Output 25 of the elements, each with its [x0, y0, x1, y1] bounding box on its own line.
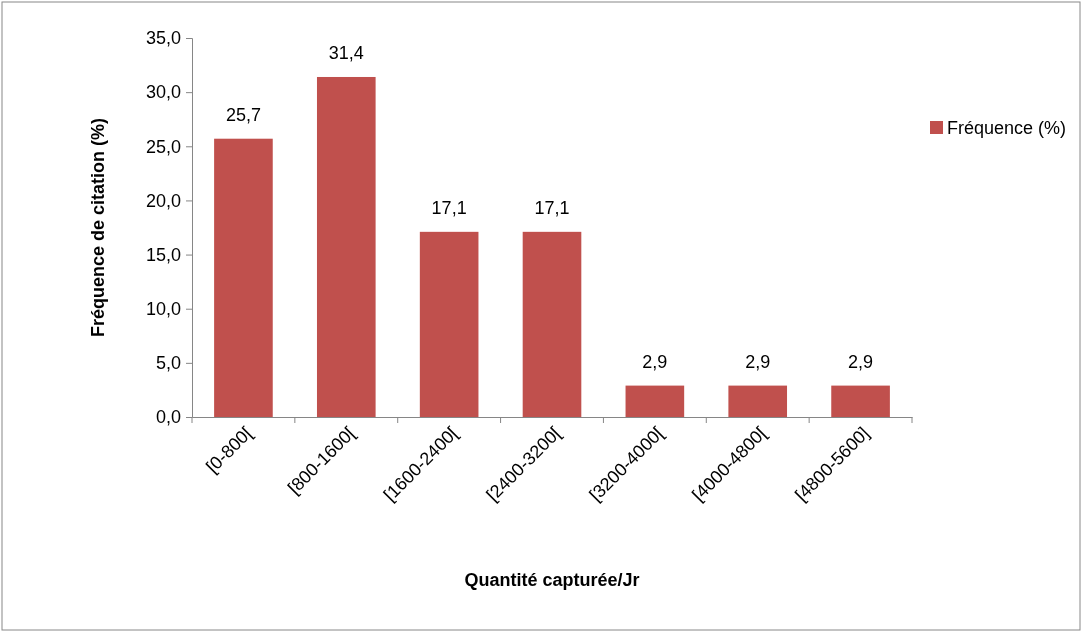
y-tick-label: 5,0	[155, 353, 181, 374]
data-label: 25,7	[225, 104, 261, 125]
bar	[625, 385, 685, 417]
y-axis-title: Fréquence de citation (%)	[88, 117, 108, 338]
bar	[214, 138, 273, 417]
bar	[522, 231, 582, 417]
y-tick-label: 25,0	[145, 136, 181, 157]
y-tick-label: 20,0	[145, 190, 181, 211]
y-tick-label: 0,0	[155, 407, 181, 428]
data-label: 31,4	[328, 42, 364, 63]
bar	[728, 385, 788, 417]
data-label: 17,1	[431, 197, 467, 218]
x-axis-title: Quantité capturée/Jr	[464, 570, 640, 590]
bar	[316, 76, 376, 417]
data-label: 2,9	[848, 351, 874, 372]
data-label: 17,1	[534, 197, 570, 218]
bar	[831, 385, 890, 417]
y-tick-label: 15,0	[145, 244, 181, 265]
bar	[419, 231, 479, 417]
data-label: 2,9	[642, 351, 668, 372]
y-tick-label: 30,0	[145, 82, 181, 103]
y-tick-label: 35,0	[145, 28, 181, 49]
data-label: 2,9	[745, 351, 771, 372]
y-tick-label: 10,0	[145, 298, 181, 319]
legend-label: Fréquence (%)	[947, 118, 1067, 139]
